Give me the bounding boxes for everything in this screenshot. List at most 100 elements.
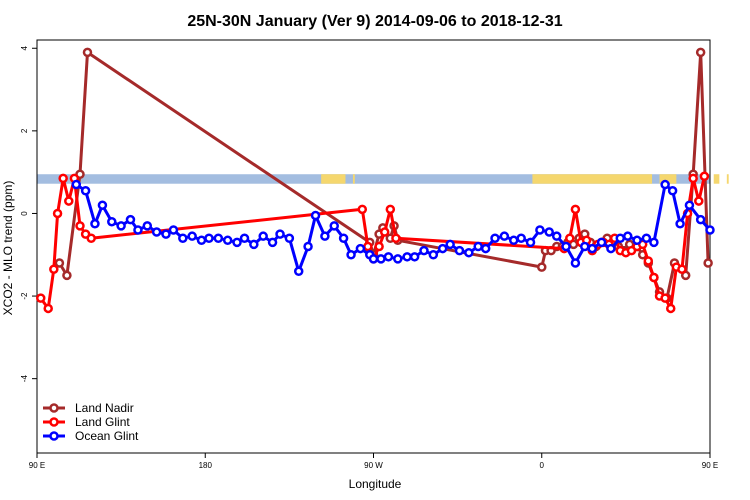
land-band-segment [713, 174, 720, 184]
land-band-segment [321, 174, 346, 184]
data-point [393, 254, 403, 264]
data-point [82, 47, 93, 58]
data-point [107, 216, 117, 227]
data-point [705, 225, 715, 235]
series-layer [35, 47, 715, 314]
legend-swatch-marker [49, 403, 59, 413]
data-point [632, 235, 642, 246]
data-point [473, 241, 483, 252]
data-point [695, 47, 706, 58]
data-point [178, 233, 188, 243]
data-point [49, 264, 59, 274]
data-point [275, 229, 285, 239]
data-point [699, 171, 710, 182]
series-ocean-glint [71, 179, 715, 277]
land-band-segment [659, 174, 677, 184]
data-point [419, 245, 429, 256]
ocean-band [37, 174, 710, 184]
land-band-segment [352, 174, 355, 184]
data-point [80, 185, 91, 196]
data-point [695, 214, 706, 225]
data-point [660, 179, 670, 190]
data-point [490, 233, 500, 243]
data-point [391, 233, 401, 243]
data-point [570, 258, 581, 268]
legend: Land Nadir Land Glint Ocean Glint [43, 401, 139, 443]
legend-item-ocean-glint: Ocean Glint [43, 429, 139, 443]
legend-label: Ocean Glint [75, 429, 139, 443]
land-band-segment [726, 174, 729, 184]
data-point [694, 196, 704, 206]
data-point [665, 303, 676, 314]
y-axis-label: XCO2 - MLO trend (ppm) [1, 181, 15, 316]
data-point [310, 210, 321, 221]
data-point [402, 252, 412, 262]
data-point [222, 235, 233, 246]
data-point [363, 241, 373, 252]
data-point [161, 229, 171, 239]
data-point [535, 225, 545, 235]
x-tick-label: 90 W [364, 461, 383, 470]
chart-title: 25N-30N January (Ver 9) 2014-09-06 to 20… [187, 13, 562, 30]
data-point [643, 256, 654, 266]
data-point [649, 237, 659, 248]
data-point [355, 243, 366, 254]
data-point [622, 231, 633, 241]
y-tick-label: 4 [20, 45, 29, 50]
data-point [579, 241, 590, 252]
data-point [133, 225, 143, 235]
data-point [374, 241, 384, 252]
data-point [677, 264, 687, 274]
data-point [258, 231, 268, 241]
data-point [615, 233, 626, 243]
data-point [688, 173, 698, 184]
y-tick-label: -4 [20, 375, 29, 383]
data-point [239, 233, 250, 243]
data-point [284, 233, 295, 243]
legend-item-land-nadir: Land Nadir [43, 401, 134, 415]
data-point [204, 233, 214, 243]
data-point [43, 303, 53, 314]
data-point [58, 173, 68, 184]
data-point [703, 258, 713, 268]
y-axis-ticks: -4 -2 0 2 4 [20, 45, 37, 382]
data-point [480, 243, 491, 254]
legend-label: Land Nadir [75, 401, 134, 415]
data-point [52, 208, 63, 219]
data-point [660, 293, 670, 303]
legend-swatch-marker [49, 431, 59, 441]
land-ocean-band [37, 174, 729, 184]
data-point [454, 245, 465, 256]
data-point [596, 237, 607, 248]
land-band-segment [532, 174, 653, 184]
data-point [675, 219, 685, 229]
data-point [54, 258, 65, 268]
data-point [267, 237, 278, 248]
x-tick-label: 0 [540, 461, 545, 470]
data-point [385, 204, 396, 215]
data-point [684, 200, 695, 210]
data-point [293, 266, 304, 277]
data-point [168, 225, 179, 235]
data-point [357, 204, 368, 215]
data-point [64, 196, 74, 206]
data-point [338, 233, 349, 243]
data-point [303, 241, 313, 252]
data-point [525, 237, 536, 248]
data-point [196, 235, 207, 246]
data-point [71, 179, 82, 190]
legend-label: Land Glint [75, 415, 130, 429]
data-point [537, 262, 547, 272]
data-point [499, 231, 510, 241]
legend-item-land-glint: Land Glint [43, 415, 130, 429]
data-point [516, 233, 526, 243]
data-point [464, 247, 474, 258]
data-point [213, 233, 224, 243]
data-point [587, 243, 597, 254]
data-point [329, 221, 339, 231]
legend-swatch-marker [49, 417, 59, 427]
x-axis-label: Longitude [349, 477, 402, 491]
data-point [125, 214, 136, 225]
x-tick-label: 180 [199, 461, 213, 470]
